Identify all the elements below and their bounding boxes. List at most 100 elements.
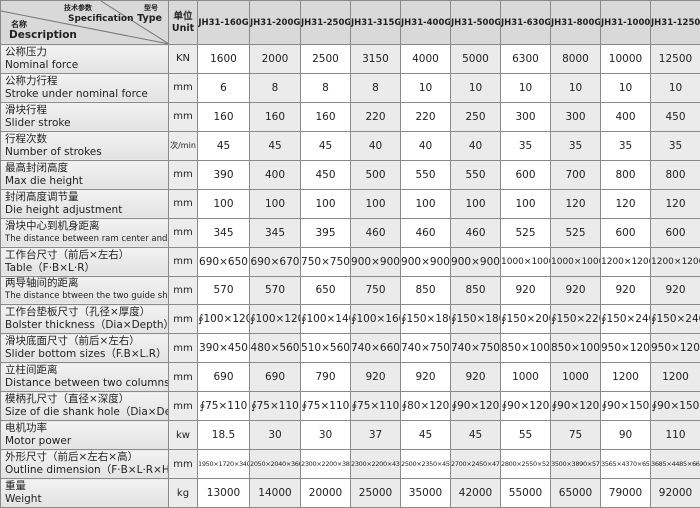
value-cell: 300	[500, 101, 551, 132]
row-label-en: Size of die shank hole（Dia×Depth）	[5, 406, 169, 419]
value-cell: 690	[249, 362, 301, 393]
value-cell: 25000	[350, 478, 401, 508]
row-description: 两导轴间的距离 The distance btween the two guide…	[0, 275, 169, 306]
value-cell: 850	[400, 275, 451, 306]
row-description: 滑块行程 Slider stroke	[0, 101, 169, 132]
row-description: 滑块底面尺寸（前后×左右） Slider bottom sizes（F.B×L.R…	[0, 333, 169, 364]
table-row: 电机功率 Motor power kw 18.5 30 30 37 45 45 55 75 90 110	[0, 420, 700, 451]
value-cell: 950×1200	[650, 333, 700, 364]
row-label-en: Weight	[5, 493, 42, 506]
row-unit: mm	[168, 101, 198, 132]
table-row: 滑块中心到机身距离 The distance between ram center…	[0, 217, 700, 248]
table-row: 公称压力 Nominal force KN 1600 2000 2500 3150 4000 5…	[0, 44, 700, 74]
value-cell: 900×900	[450, 246, 501, 277]
value-cell: 100	[197, 188, 250, 219]
value-cell: 3565×4370×6520	[600, 449, 651, 480]
value-cell: 920	[400, 362, 451, 393]
value-cell: 790	[300, 362, 351, 393]
value-cell: 100	[500, 188, 551, 219]
table-row: 模柄孔尺寸（直径×深度） Size of die shank hole（Dia×D…	[0, 391, 700, 422]
value-cell: 950×1200	[600, 333, 651, 364]
value-cell: 220	[400, 101, 451, 132]
row-label-en: Die height adjustment	[5, 203, 123, 216]
value-cell: ∮150×200	[500, 304, 551, 335]
value-cell: 740×750	[400, 333, 451, 364]
row-description: 重量 Weight	[0, 478, 169, 508]
value-cell: 1200	[650, 362, 700, 393]
value-cell: 920	[350, 362, 401, 393]
value-cell: 14000	[249, 478, 301, 508]
header-row: 技术参数 Specification 型号 Type 名称 Descriptio…	[0, 0, 700, 45]
value-cell: 55000	[500, 478, 551, 508]
row-description: 最高封闭高度 Max die height	[0, 159, 169, 190]
model-header: JH31-200G	[249, 0, 301, 45]
value-cell: 120	[600, 188, 651, 219]
value-cell: ∮75×110	[197, 391, 250, 422]
value-cell: 12500	[650, 44, 700, 74]
value-cell: 1600	[197, 44, 250, 74]
value-cell: ∮90×120	[550, 391, 601, 422]
value-cell: ∮100×120	[249, 304, 301, 335]
row-unit: mm	[168, 304, 198, 335]
value-cell: ∮150×240	[600, 304, 651, 335]
value-cell: 395	[300, 217, 351, 248]
row-description: 封闭高度调节量 Die height adjustment	[0, 188, 169, 219]
row-unit: mm	[168, 246, 198, 277]
value-cell: 1000×1000	[500, 246, 551, 277]
value-cell: 160	[300, 101, 351, 132]
value-cell: 110	[650, 420, 700, 451]
value-cell: 650	[300, 275, 351, 306]
value-cell: 2500×2350×4550	[400, 449, 451, 480]
unit-label-en: Unit	[171, 22, 195, 34]
value-cell: 8000	[550, 44, 601, 74]
model-header: JH31-1250G	[650, 0, 700, 45]
value-cell: 525	[500, 217, 551, 248]
value-cell: 79000	[600, 478, 651, 508]
row-label-cn: 滑块行程	[5, 103, 47, 116]
description-label-en: Description	[9, 29, 77, 41]
value-cell: 740×660	[350, 333, 401, 364]
value-cell: 65000	[550, 478, 601, 508]
value-cell: 75	[550, 420, 601, 451]
row-label-cn: 最高封闭高度	[5, 161, 68, 174]
value-cell: 345	[197, 217, 250, 248]
value-cell: 5000	[450, 44, 501, 74]
value-cell: 45	[400, 420, 451, 451]
value-cell: 6	[197, 72, 250, 103]
value-cell: 100	[350, 188, 401, 219]
value-cell: 600	[600, 217, 651, 248]
value-cell: 37	[350, 420, 401, 451]
value-cell: 10	[550, 72, 601, 103]
row-label-cn: 封闭高度调节量	[5, 190, 79, 203]
value-cell: 30	[249, 420, 301, 451]
value-cell: 510×560	[300, 333, 351, 364]
value-cell: 570	[249, 275, 301, 306]
value-cell: 35	[550, 130, 601, 161]
row-description: 立柱间距离 Distance between two columns	[0, 362, 169, 393]
value-cell: 920	[650, 275, 700, 306]
value-cell: 2700×2450×4750	[450, 449, 501, 480]
value-cell: 920	[500, 275, 551, 306]
value-cell: 3500×3890×5725	[550, 449, 601, 480]
row-unit: mm	[168, 275, 198, 306]
table-row: 滑块底面尺寸（前后×左右） Slider bottom sizes（F.B×L.R…	[0, 333, 700, 364]
table-row: 重量 Weight kg 13000 14000 20000 25000 35000 42000…	[0, 478, 700, 508]
value-cell: 700	[550, 159, 601, 190]
value-cell: 35000	[400, 478, 451, 508]
value-cell: ∮150×180	[450, 304, 501, 335]
value-cell: 450	[650, 101, 700, 132]
value-cell: 750×750	[300, 246, 351, 277]
value-cell: 1000×1000	[550, 246, 601, 277]
value-cell: 920	[550, 275, 601, 306]
value-cell: ∮90×150	[600, 391, 651, 422]
value-cell: 690	[197, 362, 250, 393]
value-cell: 8	[300, 72, 351, 103]
value-cell: 35	[500, 130, 551, 161]
value-cell: 690×650	[197, 246, 250, 277]
row-unit: 次/min	[168, 130, 198, 161]
value-cell: 750	[350, 275, 401, 306]
row-unit: kg	[168, 478, 198, 508]
value-cell: ∮150×240	[650, 304, 700, 335]
value-cell: 1200×1200	[600, 246, 651, 277]
